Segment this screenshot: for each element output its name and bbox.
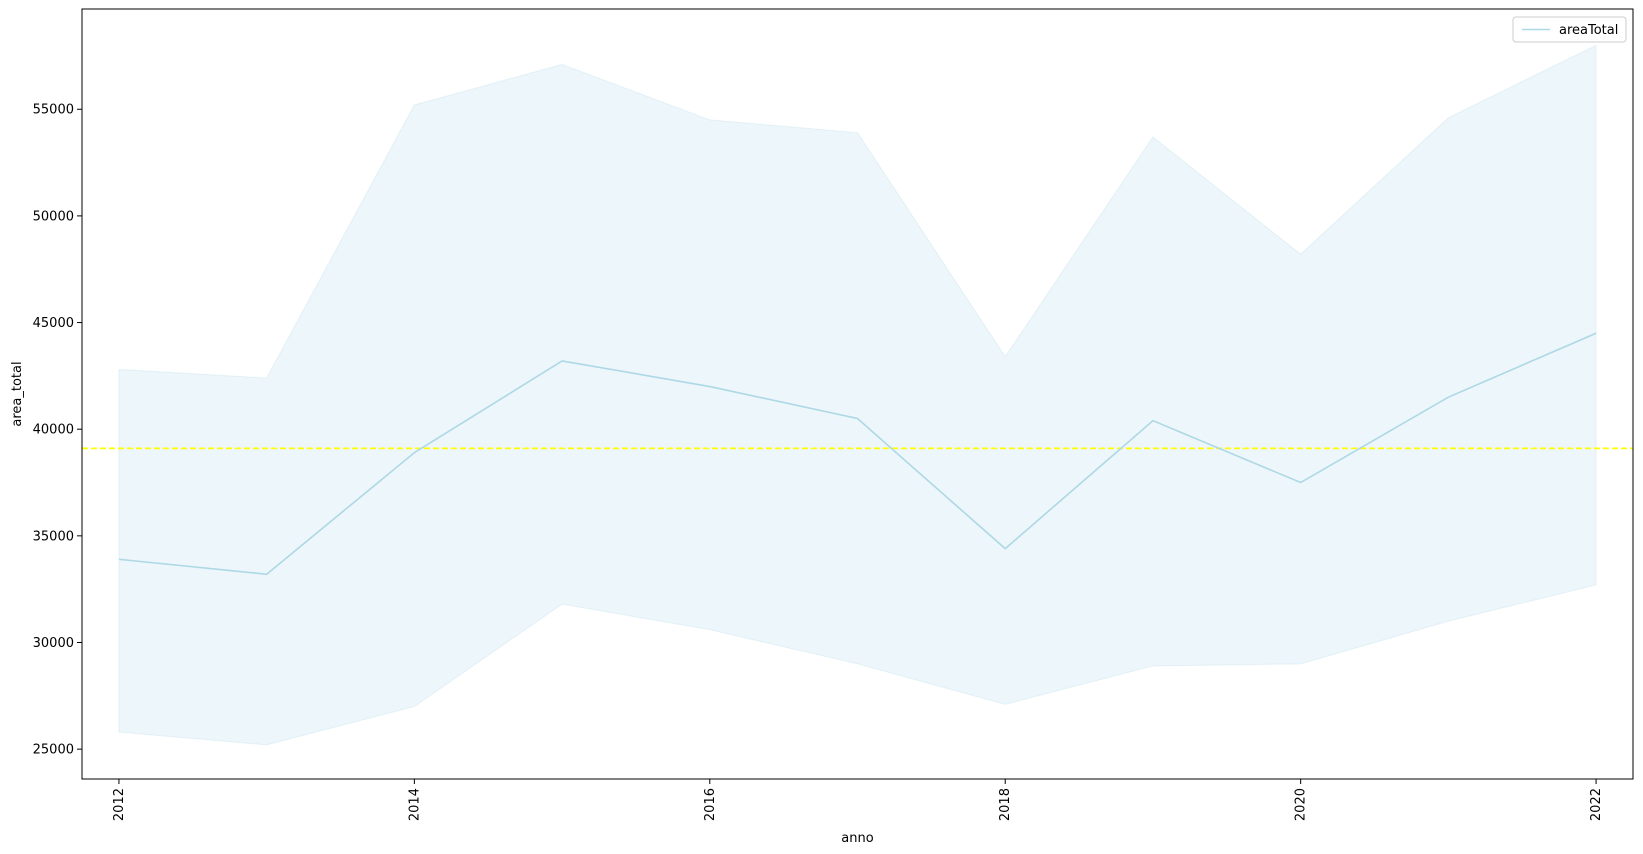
confidence-band-layer: [118, 44, 1597, 746]
x-tick-label: 2018: [998, 788, 1013, 821]
y-tick-label: 35000: [33, 529, 74, 544]
y-tick-label: 30000: [33, 636, 74, 651]
x-axis-label: anno: [841, 831, 873, 846]
plot-frame: [81, 8, 1634, 780]
x-tick-label: 2020: [1294, 788, 1309, 821]
x-tick-label: 2016: [703, 788, 718, 821]
legend-box: [1512, 16, 1627, 43]
y-tick-label: 50000: [33, 209, 74, 224]
y-tick-label: 25000: [33, 743, 74, 758]
x-tick-label: 2014: [407, 788, 422, 821]
confidence-band: [118, 44, 1597, 746]
y-tick-label: 40000: [33, 423, 74, 438]
y-axis-ticks: 25000 30000 35000 40000 45000 50000 55000: [33, 103, 82, 758]
y-tick-label: 55000: [33, 103, 74, 118]
y-tick-label: 45000: [33, 316, 74, 331]
x-tick-label: 2022: [1589, 788, 1604, 821]
series-line-layer: [118, 332, 1597, 576]
x-axis-ticks: 2012 2014 2016 2018 2020 2022: [112, 779, 1604, 821]
y-axis-label: area_total: [10, 361, 25, 426]
legend: areaTotal: [1512, 16, 1627, 43]
legend-entry-areatotal: areaTotal: [1559, 23, 1618, 38]
x-tick-label: 2012: [112, 788, 127, 821]
